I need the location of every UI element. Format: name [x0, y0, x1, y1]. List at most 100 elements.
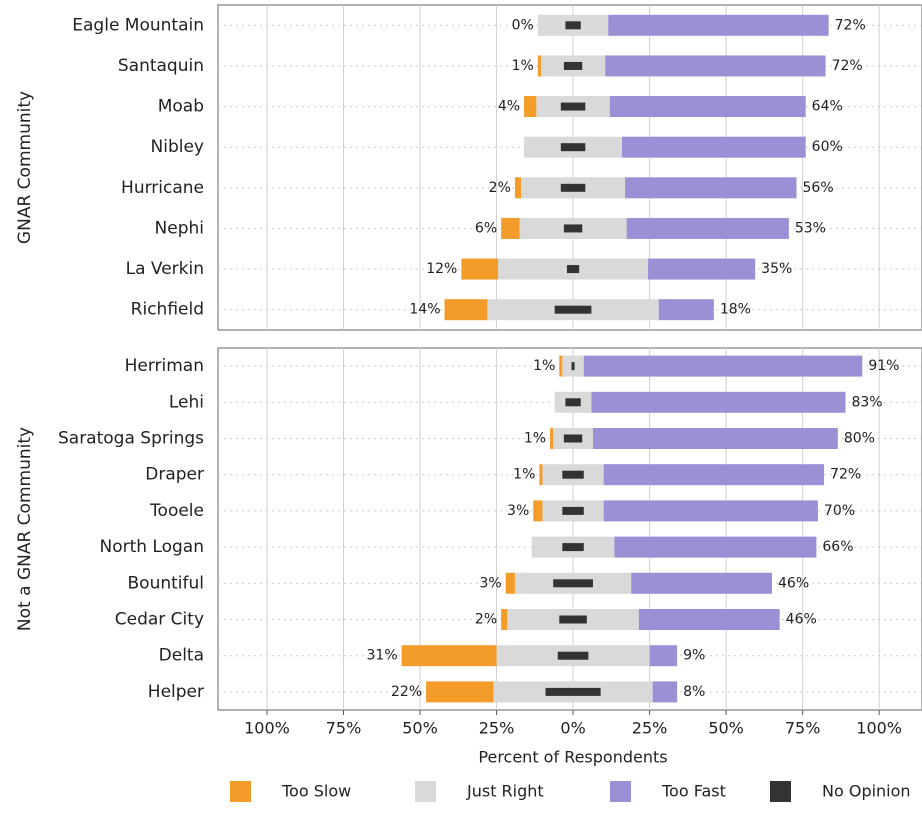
value-label: 72%: [830, 467, 861, 483]
category-label: Santaquin: [118, 56, 204, 76]
value-label: 12%: [426, 261, 457, 277]
legend-swatch: [415, 781, 436, 802]
bar-too-fast: [603, 500, 818, 522]
bar-no-opinion: [554, 305, 592, 314]
category-label: Herriman: [125, 356, 204, 376]
bar-too-fast: [609, 96, 806, 118]
bar-too-fast: [631, 572, 773, 594]
bar-too-slow: [501, 217, 520, 239]
facet-label: Not a GNAR Community: [15, 427, 35, 631]
value-label: 72%: [835, 17, 866, 33]
bar-no-opinion: [565, 21, 581, 30]
value-label: 46%: [778, 575, 809, 591]
value-label: 2%: [475, 612, 497, 628]
bar-too-slow: [501, 609, 508, 630]
bar-no-opinion: [563, 61, 583, 70]
value-label: 0%: [512, 17, 534, 33]
value-label: 8%: [683, 684, 705, 700]
x-tick-label: 50%: [402, 719, 438, 738]
category-label: Eagle Mountain: [72, 15, 204, 35]
x-tick-label: 0%: [560, 719, 585, 738]
category-label: Saratoga Springs: [58, 429, 204, 449]
value-label: 2%: [489, 180, 511, 196]
bar-no-opinion: [571, 362, 575, 371]
bar-too-fast: [638, 609, 780, 630]
legend-label: Just Right: [466, 782, 544, 801]
value-label: 72%: [832, 58, 863, 74]
legend-label: Too Slow: [281, 782, 351, 801]
bar-no-opinion: [559, 615, 587, 624]
bar-no-opinion: [566, 265, 580, 274]
value-label: 83%: [851, 394, 882, 410]
category-label: Delta: [159, 646, 204, 666]
value-label: 4%: [498, 99, 520, 115]
x-tick-label: 75%: [785, 719, 821, 738]
category-label: Nibley: [151, 137, 204, 157]
bar-no-opinion: [560, 102, 586, 111]
category-label: Bountiful: [128, 573, 204, 593]
bar-too-fast: [608, 14, 829, 36]
category-label: Hurricane: [121, 178, 204, 198]
value-label: 1%: [533, 358, 555, 374]
bar-too-slow: [505, 572, 515, 594]
legend-label: Too Fast: [661, 782, 726, 801]
value-label: 80%: [844, 431, 875, 447]
bar-too-slow: [537, 55, 541, 77]
bar-too-fast: [592, 428, 838, 449]
value-label: 53%: [795, 220, 826, 236]
category-label: Cedar City: [115, 610, 204, 630]
bar-no-opinion: [553, 579, 593, 588]
category-label: Helper: [148, 682, 204, 702]
bar-no-opinion: [557, 651, 589, 660]
legend-label: No Opinion: [822, 782, 911, 801]
value-label: 3%: [507, 503, 529, 519]
bar-too-slow: [533, 500, 543, 522]
bar-too-fast: [591, 391, 846, 413]
bar-too-slow: [461, 258, 499, 280]
value-label: 3%: [480, 575, 502, 591]
bar-no-opinion: [560, 183, 586, 192]
bar-no-opinion: [562, 470, 584, 479]
bar-too-fast: [648, 258, 756, 280]
bar-too-slow: [550, 428, 554, 449]
value-label: 64%: [812, 99, 843, 115]
bar-no-opinion: [560, 143, 586, 152]
category-label: Nephi: [155, 218, 204, 238]
bar-too-fast: [614, 536, 817, 558]
category-label: Lehi: [169, 392, 204, 412]
x-tick-label: 75%: [326, 719, 362, 738]
value-label: 35%: [761, 261, 792, 277]
bar-too-slow: [401, 645, 497, 667]
bar-too-fast: [658, 299, 714, 321]
category-label: North Logan: [99, 537, 204, 557]
value-label: 14%: [409, 302, 440, 318]
bar-too-slow: [444, 299, 488, 321]
value-label: 22%: [391, 684, 422, 700]
category-label: La Verkin: [126, 259, 204, 279]
facet-label: GNAR Community: [15, 91, 35, 244]
x-tick-label: 100%: [244, 719, 290, 738]
bar-too-fast: [649, 645, 678, 667]
bar-no-opinion: [545, 687, 601, 696]
category-label: Draper: [145, 465, 204, 485]
value-label: 9%: [683, 648, 705, 664]
bar-too-fast: [626, 217, 789, 239]
category-label: Tooele: [149, 501, 204, 521]
bar-too-slow: [524, 96, 537, 118]
value-label: 66%: [822, 539, 853, 555]
value-label: 1%: [524, 431, 546, 447]
value-label: 1%: [513, 467, 535, 483]
bar-too-fast: [652, 681, 678, 703]
category-label: Moab: [158, 97, 204, 117]
bar-no-opinion: [562, 506, 584, 515]
x-tick-label: 50%: [708, 719, 744, 738]
value-label: 46%: [786, 612, 817, 628]
bar-too-slow: [426, 681, 494, 703]
value-label: 6%: [475, 220, 497, 236]
panel-background: [217, 4, 922, 331]
value-label: 70%: [824, 503, 855, 519]
bar-too-fast: [625, 177, 797, 199]
bar-no-opinion: [565, 398, 581, 407]
bar-too-fast: [622, 136, 806, 158]
